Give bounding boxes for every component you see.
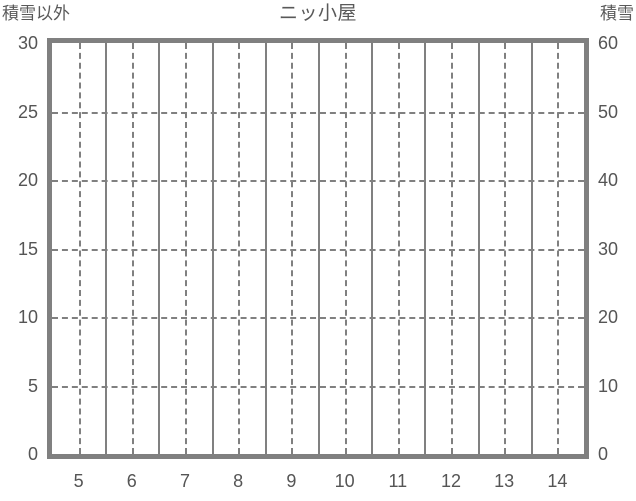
left-axis-tick-label: 25: [17, 101, 38, 122]
grid-line-horizontal: [52, 385, 584, 388]
plot-area: [47, 38, 589, 459]
bottom-axis-tick-label: 10: [334, 471, 355, 491]
right-axis-tick-label: 40: [598, 170, 619, 190]
bottom-axis-tick-label: 8: [233, 471, 244, 491]
left-axis-tick-label: 10: [17, 307, 38, 327]
right-axis-caption: 積雪: [600, 4, 634, 23]
right-axis-tick-label: 0: [598, 444, 609, 464]
chart-title: ニッ小屋: [278, 3, 357, 24]
bottom-axis-tick-label: 13: [494, 471, 515, 491]
bottom-axis-tick-label: 7: [179, 471, 190, 491]
bottom-axis-tick-label: 5: [73, 471, 84, 491]
grid-line-horizontal: [52, 111, 584, 114]
grid-line-horizontal: [52, 317, 584, 319]
right-axis-tick-label: 60: [598, 33, 619, 53]
grid-line-horizontal: [52, 248, 584, 251]
left-axis-tick-label: 20: [17, 170, 38, 190]
grid-layer: [52, 43, 584, 454]
left-axis-tick-label: 15: [17, 238, 38, 259]
left-axis-tick-label: 5: [27, 375, 38, 396]
right-axis-tick-label: 50: [598, 101, 619, 122]
grid-line-horizontal: [52, 180, 584, 182]
bottom-axis-tick-label: 14: [547, 471, 568, 491]
left-axis-tick-label: 0: [27, 444, 38, 464]
bottom-axis-tick-label: 11: [388, 471, 408, 491]
right-axis-tick-label: 10: [598, 375, 619, 396]
right-axis-tick-label: 20: [598, 307, 619, 327]
bottom-axis-tick-label: 6: [126, 471, 137, 491]
bottom-axis-tick-label: 9: [286, 471, 297, 491]
left-axis-caption: 積雪以外: [2, 4, 70, 23]
bottom-axis-tick-label: 12: [440, 471, 462, 491]
right-axis-tick-label: 30: [598, 238, 619, 259]
left-axis-tick-label: 30: [17, 33, 38, 53]
